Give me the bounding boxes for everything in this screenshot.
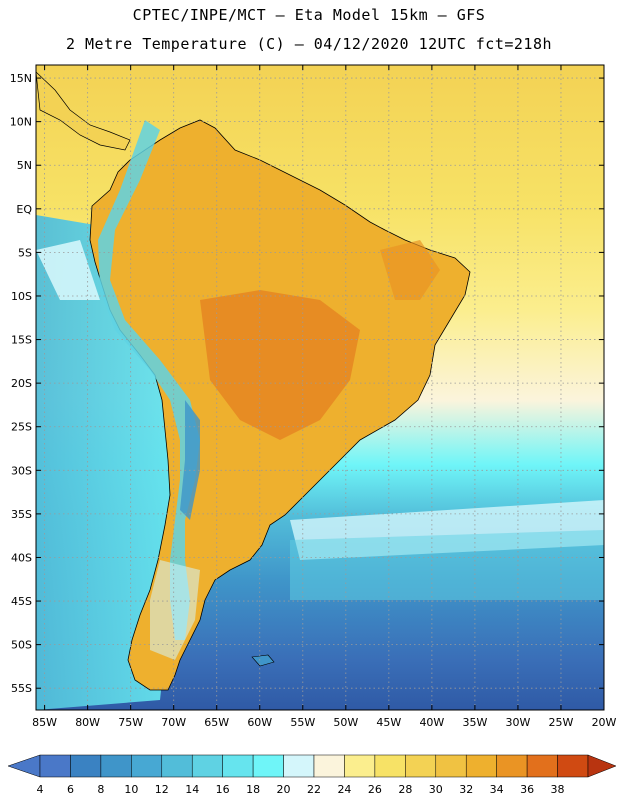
colorbar-label: 34	[490, 783, 504, 796]
colorbar-swatch	[131, 754, 163, 778]
colorbar-label: 28	[398, 783, 412, 796]
northeast-hot-zone	[380, 240, 440, 300]
colorbar-label: 8	[97, 783, 104, 796]
colorbar-label: 20	[277, 783, 291, 796]
lat-label: 55S	[11, 682, 32, 695]
colorbar-label: 10	[124, 783, 138, 796]
lon-label: 25W	[549, 716, 574, 729]
lat-label: 5N	[17, 159, 32, 172]
interior-hot-zone	[200, 290, 360, 440]
lat-label: 20S	[11, 377, 32, 390]
colorbar-swatch	[191, 754, 223, 778]
colorbar-label: 32	[459, 783, 473, 796]
colorbar-swatch	[161, 754, 193, 778]
colorbar-swatch	[100, 754, 132, 778]
map-title: CPTEC/INPE/MCT – Eta Model 15km – GFS	[132, 6, 486, 24]
lon-label: 60W	[247, 716, 272, 729]
lat-label: 15N	[10, 72, 32, 85]
colorbar-swatch	[344, 754, 376, 778]
lon-label: 75W	[118, 716, 143, 729]
lon-label: 55W	[290, 716, 315, 729]
colorbar-swatch	[557, 754, 589, 778]
colorbar-swatch	[70, 754, 102, 778]
lat-label: 45S	[11, 595, 32, 608]
axis-ticks: 15N 10N 5N EQ 5S 10S 15S 20S 25S 30S 35S 40S 45S 50S 5…	[10, 65, 617, 729]
lon-label: 35W	[462, 716, 487, 729]
colorbar-label: 4	[37, 783, 44, 796]
map-subtitle: 2 Metre Temperature (C) – 04/12/2020 12U…	[65, 35, 553, 53]
lat-label: 50S	[11, 639, 32, 652]
lon-label: 65W	[204, 716, 229, 729]
patagonia-cool	[150, 560, 200, 660]
colorbar-high-arrow	[587, 754, 617, 778]
colorbar-low-arrow	[7, 754, 41, 778]
lon-label: 40W	[419, 716, 444, 729]
colorbar-swatch	[283, 754, 315, 778]
lon-label: 20W	[592, 716, 617, 729]
colorbar-label: 16	[216, 783, 230, 796]
lat-label: 40S	[11, 551, 32, 564]
colorbar-label: 24	[337, 783, 351, 796]
colorbar-swatch	[39, 754, 71, 778]
colorbar-swatch	[252, 754, 284, 778]
pacific-ocean-field	[36, 215, 175, 710]
colorbar-label: 26	[368, 783, 382, 796]
central-america-land	[36, 71, 131, 151]
lat-label: 25S	[11, 421, 32, 434]
map-frame	[35, 64, 605, 711]
falkland-islands	[251, 654, 275, 667]
lon-label: 45W	[376, 716, 401, 729]
colorbar: 4 6 8 10 12 14 16 18 20 22 24 26 28 30 32 34 36 38	[7, 754, 617, 796]
lon-label: 70W	[161, 716, 186, 729]
lat-label: 5S	[18, 246, 32, 259]
colorbar-swatch	[435, 754, 467, 778]
lat-label: 35S	[11, 508, 32, 521]
lat-label: 15S	[11, 334, 32, 347]
colorbar-label: 38	[551, 783, 565, 796]
colorbar-label: 22	[307, 783, 321, 796]
colorbar-label: 14	[185, 783, 199, 796]
lat-label: 10S	[11, 290, 32, 303]
lat-label: 30S	[11, 464, 32, 477]
colorbar-swatch	[465, 754, 497, 778]
graticule	[36, 65, 604, 710]
lat-label: EQ	[16, 203, 32, 216]
lon-label: 30W	[506, 716, 531, 729]
colorbar-swatch	[222, 754, 254, 778]
lon-label: 50W	[333, 716, 358, 729]
colorbar-swatch	[313, 754, 345, 778]
colorbar-swatch	[496, 754, 528, 778]
lat-label: 10N	[10, 116, 32, 129]
colorbar-label: 18	[246, 783, 260, 796]
colorbar-swatch	[374, 754, 406, 778]
colorbar-label: 12	[155, 783, 169, 796]
colorbar-label: 36	[520, 783, 534, 796]
pacific-coastal-band	[36, 240, 100, 300]
colorbar-label: 6	[67, 783, 74, 796]
colorbar-swatch	[405, 754, 437, 778]
colorbar-label: 30	[429, 783, 443, 796]
lon-label: 80W	[75, 716, 100, 729]
andes-high-peaks	[180, 400, 200, 520]
lon-label: 85W	[32, 716, 57, 729]
atlantic-cool-band-2	[290, 530, 604, 600]
colorbar-swatch	[526, 754, 558, 778]
